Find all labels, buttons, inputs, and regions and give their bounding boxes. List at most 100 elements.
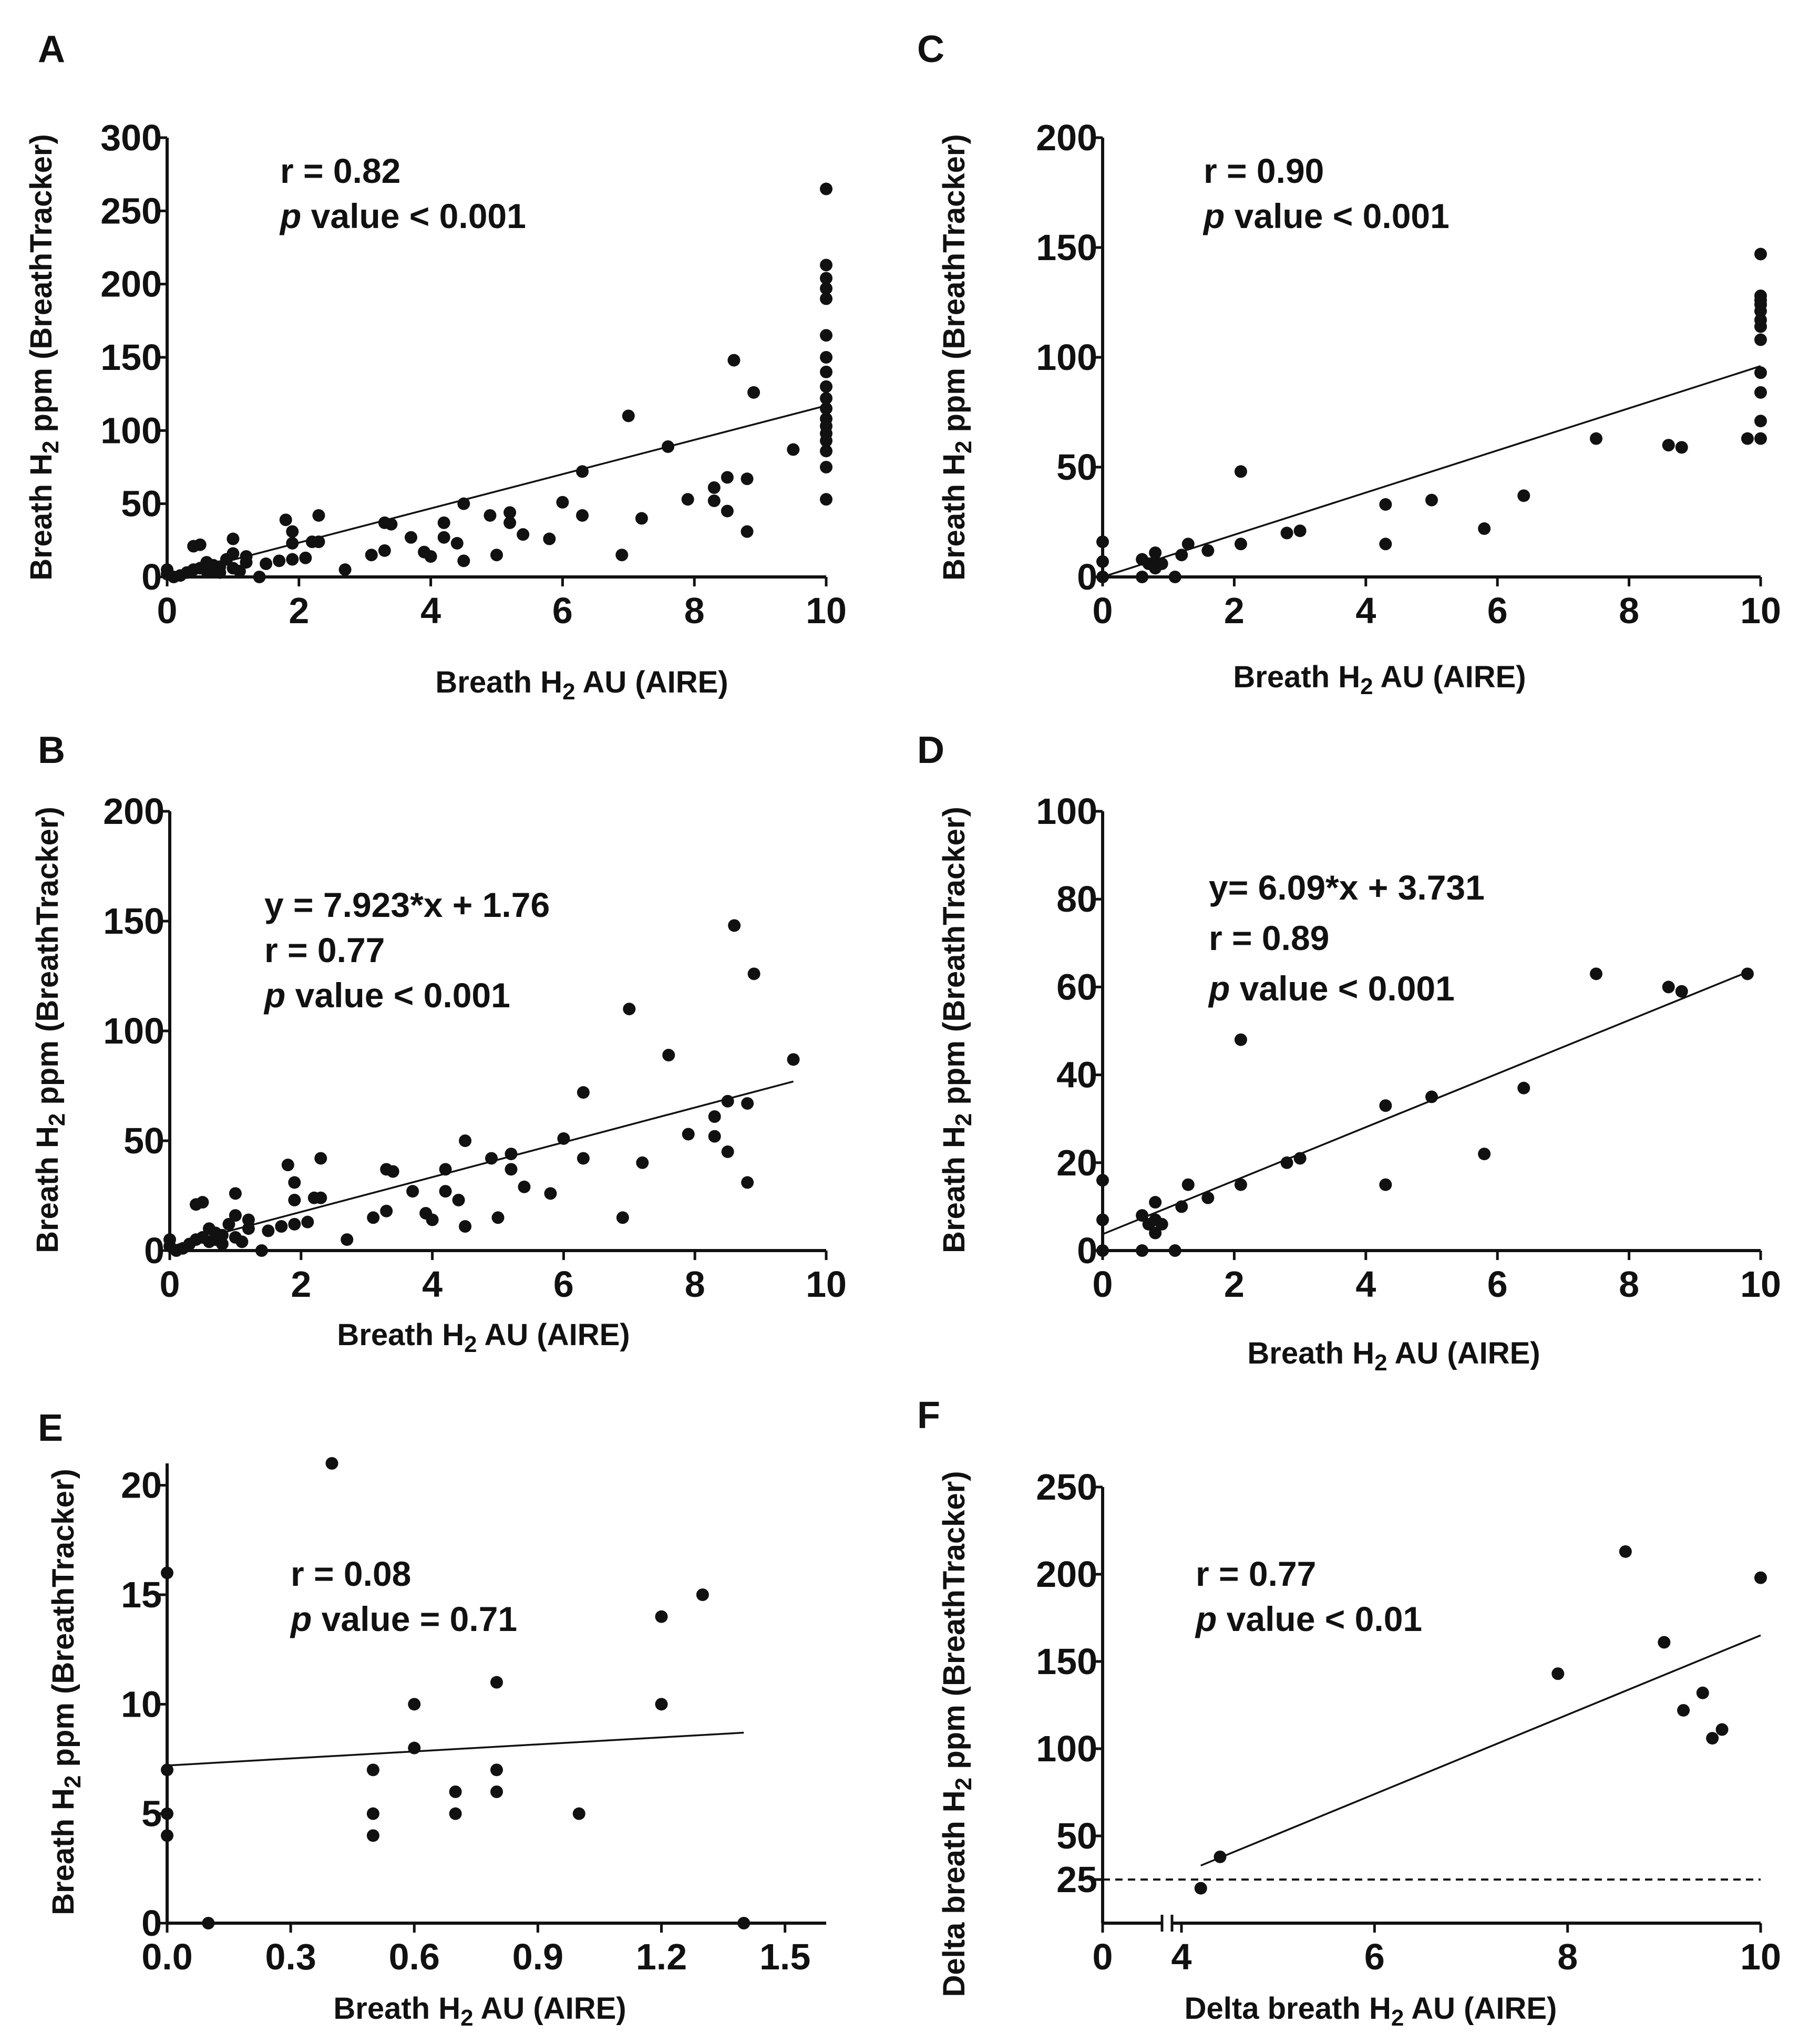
y-tick-label: 20 — [121, 1465, 162, 1506]
x-tick-label: 0 — [1093, 590, 1113, 631]
data-point — [1754, 386, 1767, 399]
data-point — [1741, 967, 1754, 980]
data-point — [1754, 247, 1767, 261]
data-point — [1619, 1545, 1632, 1558]
data-point — [1754, 366, 1767, 379]
panel-label-b: B — [38, 729, 65, 771]
x-tick-label: 0 — [160, 1264, 180, 1305]
data-point — [721, 504, 734, 518]
x-tick-label: 0.6 — [389, 1936, 440, 1977]
x-tick-label: 1.2 — [636, 1936, 687, 1977]
x-tick-label: 6 — [553, 1264, 574, 1305]
data-point — [366, 1763, 379, 1777]
data-point — [386, 1165, 399, 1178]
x-tick-label: 0 — [157, 590, 178, 631]
data-point — [367, 1211, 380, 1224]
x-tick-label: 10 — [806, 590, 847, 631]
data-point — [1754, 415, 1767, 428]
data-point — [741, 525, 754, 538]
y-axis-title: Breath H2 ppm (BreathTracker) — [30, 807, 70, 1253]
data-point — [1280, 527, 1293, 540]
data-point — [215, 1229, 229, 1242]
data-point — [341, 1233, 354, 1246]
x-tick-label: 4 — [1171, 1936, 1192, 1977]
data-point — [439, 1185, 452, 1198]
y-tick-label: 0 — [141, 1903, 162, 1944]
y-tick-label: 20 — [1056, 1142, 1097, 1183]
data-point — [301, 1215, 314, 1229]
regression-line — [1102, 365, 1761, 578]
data-point — [450, 536, 464, 550]
stat-annotation: r = 0.77 — [1196, 1554, 1316, 1593]
data-point — [299, 551, 312, 564]
data-point — [820, 365, 832, 378]
regression-line — [1102, 971, 1748, 1235]
data-point — [380, 1204, 393, 1217]
data-point — [576, 465, 589, 478]
data-point — [820, 461, 832, 473]
regression-line — [167, 1731, 744, 1767]
x-tick-label: 10 — [1740, 1936, 1781, 1977]
data-point — [1096, 1244, 1109, 1257]
data-point — [449, 1807, 462, 1820]
x-tick-label: 10 — [1740, 1264, 1781, 1305]
data-point — [485, 1152, 498, 1165]
x-axis-title: Breath H2 AU (AIRE) — [1233, 660, 1526, 699]
y-tick-label: 150 — [1036, 1641, 1097, 1682]
x-tick-label: 8 — [1619, 1264, 1639, 1305]
data-point — [406, 1185, 419, 1198]
data-point — [721, 1145, 734, 1158]
data-point — [1590, 967, 1602, 980]
y-tick-label: 40 — [1056, 1055, 1097, 1096]
y-tick-label: 80 — [1056, 879, 1097, 920]
data-point — [286, 553, 299, 566]
regression-line — [167, 405, 827, 578]
data-point — [215, 1237, 229, 1251]
data-point — [385, 518, 398, 531]
data-point — [161, 1763, 173, 1777]
data-point — [281, 1158, 294, 1171]
data-point — [1590, 432, 1602, 445]
x-tick-label: 2 — [289, 590, 309, 631]
stat-annotation: p value < 0.001 — [1208, 969, 1455, 1008]
data-point — [1675, 985, 1688, 998]
x-tick-label: 8 — [1619, 590, 1639, 631]
data-point — [1136, 571, 1149, 583]
data-point — [820, 282, 832, 295]
x-tick-label: 0.9 — [512, 1936, 563, 1977]
data-point — [1658, 1636, 1671, 1649]
data-point — [222, 1217, 235, 1231]
data-point — [439, 1163, 452, 1176]
data-point — [1425, 1090, 1438, 1103]
data-point — [338, 563, 352, 576]
y-tick-label: 100 — [100, 410, 162, 451]
data-point — [741, 1176, 754, 1189]
data-point — [233, 564, 246, 577]
data-point — [490, 549, 503, 562]
x-tick-label: 4 — [1355, 1264, 1376, 1305]
regression-line — [169, 1080, 794, 1248]
y-tick-label: 200 — [1036, 117, 1097, 158]
data-point — [1181, 1178, 1195, 1191]
y-tick-label: 150 — [103, 901, 165, 942]
data-point — [484, 509, 497, 522]
data-point — [1149, 546, 1162, 560]
data-point — [262, 1224, 275, 1237]
data-point — [696, 1588, 709, 1601]
data-point — [1096, 1174, 1109, 1187]
data-point — [820, 292, 832, 305]
data-point — [227, 532, 240, 545]
data-point — [747, 386, 760, 399]
x-tick-label: 2 — [291, 1264, 311, 1305]
data-point — [623, 1003, 636, 1016]
data-point — [1517, 1081, 1530, 1095]
data-point — [577, 1152, 590, 1165]
stat-annotation: r = 0.77 — [264, 931, 385, 969]
data-point — [543, 532, 556, 545]
data-point — [1478, 522, 1491, 535]
data-point — [312, 535, 325, 549]
data-point — [820, 329, 832, 342]
data-point — [681, 493, 694, 506]
data-point — [1662, 980, 1675, 994]
data-point — [820, 380, 832, 393]
